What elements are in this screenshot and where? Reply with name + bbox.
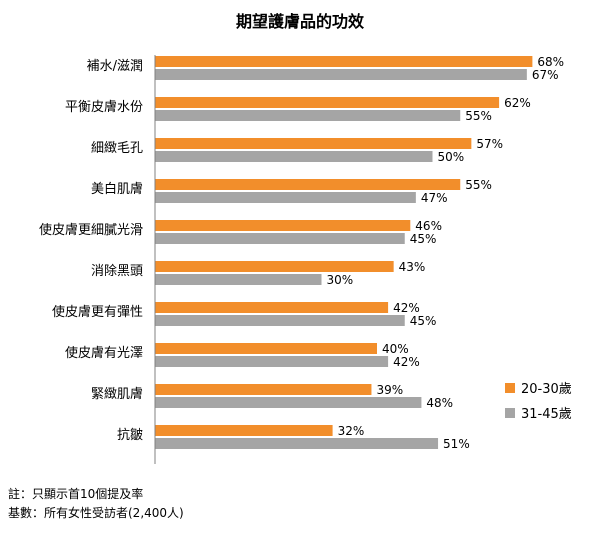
data-label: 51%: [443, 437, 470, 451]
data-label: 57%: [476, 137, 503, 151]
bar-series-1: [155, 302, 389, 313]
data-label: 30%: [327, 273, 354, 287]
footnote-note: 註：只顯示首10個提及率: [8, 487, 144, 501]
data-label: 43%: [399, 260, 426, 274]
data-label: 46%: [415, 219, 442, 233]
data-label: 42%: [393, 355, 420, 369]
bar-series-2: [155, 233, 405, 244]
category-label: 消除黑頭: [91, 264, 143, 279]
bar-series-1: [155, 220, 411, 231]
legend-swatch: [505, 408, 515, 418]
bar-series-2: [155, 438, 439, 449]
bar-series-2: [155, 69, 527, 80]
bar-series-2: [155, 356, 389, 367]
category-label: 使皮膚更有彈性: [52, 304, 143, 320]
data-label: 50%: [438, 150, 465, 164]
data-label: 67%: [532, 68, 559, 82]
data-label: 48%: [426, 396, 453, 410]
bar-series-2: [155, 151, 433, 162]
legend-label: 20-30歲: [521, 382, 572, 397]
data-label: 45%: [410, 314, 437, 328]
category-label: 美白肌膚: [91, 181, 143, 197]
bar-series-1: [155, 56, 533, 67]
bar-series-2: [155, 110, 461, 121]
data-label: 55%: [465, 178, 492, 192]
category-label: 緊緻肌膚: [91, 386, 143, 402]
data-label: 68%: [537, 55, 564, 69]
bar-series-1: [155, 384, 372, 395]
legend-label: 31-45歲: [521, 407, 572, 422]
category-label: 補水/滋潤: [87, 59, 143, 74]
chart-title: 期望護膚品的功效: [235, 12, 364, 31]
data-label: 40%: [382, 342, 409, 356]
bar-series-2: [155, 397, 422, 408]
bar-series-1: [155, 343, 377, 354]
bar-series-1: [155, 97, 500, 108]
bars-layer: [155, 56, 533, 449]
category-label: 抗皺: [117, 428, 143, 443]
legend: 20-30歲 31-45歲: [505, 382, 572, 422]
data-label: 32%: [338, 424, 365, 438]
footnote-base: 基數：所有女性受訪者(2,400人): [8, 506, 184, 520]
data-label: 47%: [421, 191, 448, 205]
bar-series-1: [155, 138, 472, 149]
category-label: 使皮膚更細膩光滑: [39, 222, 143, 238]
data-label: 39%: [376, 383, 403, 397]
bar-series-2: [155, 192, 416, 203]
data-label: 62%: [504, 96, 531, 110]
category-label: 使皮膚有光澤: [65, 345, 143, 361]
data-label: 45%: [410, 232, 437, 246]
bar-series-2: [155, 274, 322, 285]
data-label: 42%: [393, 301, 420, 315]
category-label: 平衡皮膚水份: [65, 99, 143, 115]
labels-layer: 補水/滋潤 68%67% 平衡皮膚水份 62% 55% 細緻毛孔 57% 50% 美白肌膚 55%…: [39, 55, 564, 451]
bar-series-2: [155, 315, 405, 326]
bar-series-1: [155, 179, 461, 190]
bar-series-1: [155, 261, 394, 272]
bar-series-1: [155, 425, 333, 436]
category-label: 細緻毛孔: [91, 141, 143, 156]
data-label: 55%: [465, 109, 492, 123]
legend-swatch: [505, 383, 515, 393]
